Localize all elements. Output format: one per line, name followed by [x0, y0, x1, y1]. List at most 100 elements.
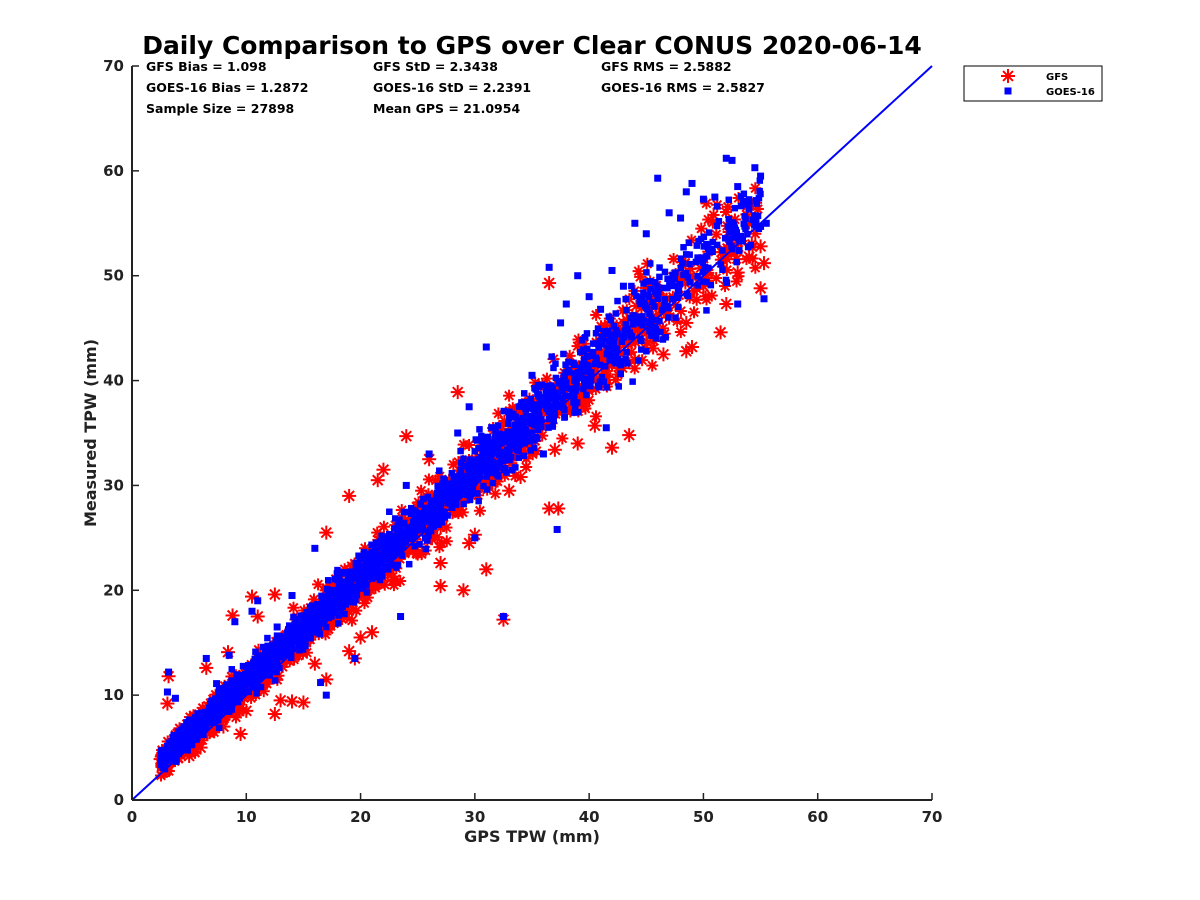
goes16-point [534, 435, 541, 442]
goes16-point [234, 682, 241, 690]
goes16-point [677, 264, 685, 272]
goes16-point [731, 234, 739, 241]
goes16-point [286, 640, 294, 648]
goes16-point [672, 269, 679, 276]
goes16-point [532, 411, 540, 418]
goes16-point [463, 491, 471, 499]
goes16-point [733, 229, 741, 236]
goes16-point [410, 519, 417, 526]
goes16-point [655, 289, 662, 296]
goes16-point [478, 468, 486, 475]
goes16-point [314, 629, 322, 636]
goes16-point [231, 618, 239, 626]
goes16-point [543, 405, 550, 413]
gfs-point [370, 473, 385, 488]
goes16-point [679, 260, 686, 267]
goes16-point [333, 570, 341, 577]
goes16-point [420, 495, 427, 503]
stat-gfs-rms: GFS RMS = 2.5882 [601, 59, 732, 74]
goes16-point [338, 599, 346, 606]
goes16-point [717, 261, 725, 268]
goes16-point [582, 368, 590, 375]
goes16-point [530, 444, 538, 452]
goes16-point [163, 688, 171, 696]
goes16-point [371, 570, 379, 578]
goes16-point [394, 561, 402, 569]
goes16-point [208, 719, 216, 726]
goes16-point [276, 632, 283, 640]
goes16-point [522, 404, 530, 412]
goes16-point [684, 274, 692, 281]
x-tick-label: 50 [693, 808, 714, 826]
goes16-point [397, 528, 404, 536]
goes16-point [610, 339, 618, 346]
goes16-point [482, 343, 490, 351]
goes16-point [340, 569, 348, 576]
goes16-point [551, 404, 558, 411]
gfs-point [719, 297, 734, 312]
goes16-point [287, 631, 294, 639]
goes16-point [580, 385, 587, 393]
goes16-point [473, 467, 480, 475]
goes16-point [441, 483, 448, 490]
goes16-point [589, 340, 597, 347]
goes16-point [379, 573, 386, 580]
goes16-point [351, 595, 358, 603]
goes16-point [402, 508, 409, 516]
goes16-point [552, 360, 559, 367]
goes16-point [522, 427, 530, 434]
goes16-point [424, 529, 432, 537]
goes16-point [441, 508, 448, 516]
goes16-point [355, 552, 362, 560]
goes16-point [324, 577, 332, 584]
goes16-point [515, 454, 523, 461]
goes16-point [484, 433, 492, 441]
goes16-point [725, 235, 732, 243]
goes16-point [733, 258, 740, 266]
goes16-point [413, 522, 420, 529]
goes16-point [461, 463, 468, 470]
goes16-point [728, 156, 736, 164]
goes16-point [350, 584, 357, 591]
goes16-point [578, 336, 586, 344]
goes16-point [651, 288, 659, 295]
goes16-point [323, 585, 331, 593]
goes16-point [467, 482, 474, 489]
goes16-point [527, 395, 535, 403]
gfs-point [287, 601, 300, 614]
goes16-point [450, 480, 457, 487]
goes16-point [397, 545, 405, 553]
goes16-point [173, 745, 180, 753]
goes16-point [506, 456, 513, 464]
goes16-point [300, 617, 307, 625]
goes16-point [452, 500, 460, 508]
gfs-point [377, 520, 390, 533]
goes16-point [563, 379, 570, 386]
gfs-point [646, 359, 659, 372]
goes16-point [694, 282, 701, 289]
legend-gfs-asterisk [1001, 69, 1015, 83]
goes16-point [701, 263, 709, 271]
goes16-point [321, 594, 329, 601]
goes16-point [161, 751, 169, 758]
goes16-point [322, 623, 330, 631]
goes16-point [520, 390, 528, 397]
goes16-point [605, 337, 613, 345]
gfs-point [605, 440, 619, 455]
goes16-point [277, 650, 285, 657]
goes16-point [549, 423, 556, 430]
goes16-point [734, 300, 742, 308]
goes16-point [630, 321, 637, 328]
gfs-point [757, 256, 771, 271]
goes16-point [481, 450, 488, 457]
goes16-point [695, 256, 702, 264]
goes16-point [682, 269, 690, 277]
goes16-point [219, 696, 227, 704]
goes16-point [652, 279, 659, 286]
goes16-point [580, 380, 588, 387]
goes16-point [423, 513, 431, 520]
goes16-point [476, 472, 483, 480]
goes16-point [675, 287, 683, 295]
goes16-point [577, 374, 585, 382]
